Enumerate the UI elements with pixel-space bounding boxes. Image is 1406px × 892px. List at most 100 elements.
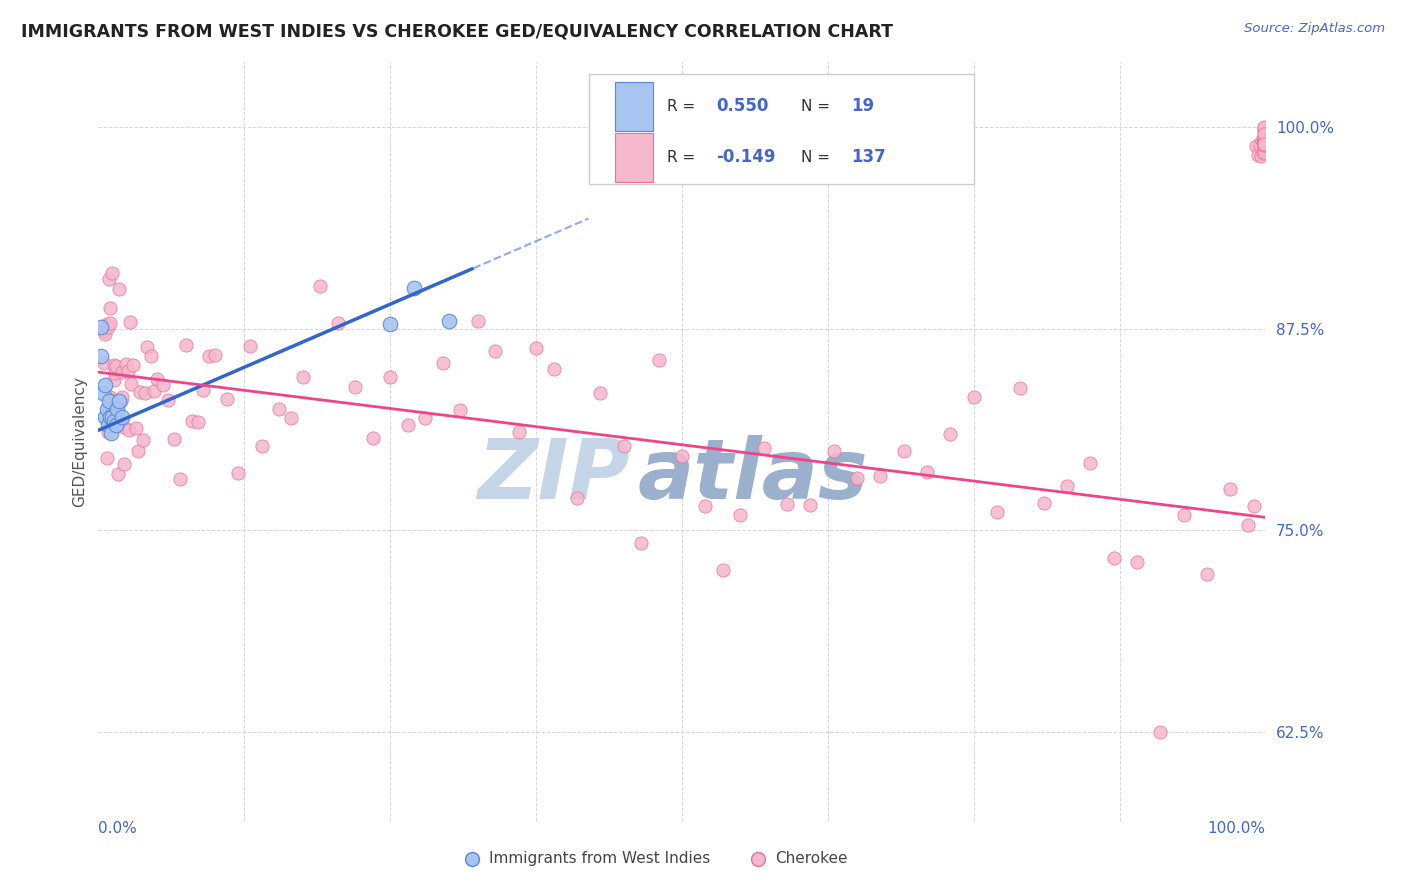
Text: ZIP: ZIP — [477, 435, 630, 516]
FancyBboxPatch shape — [616, 82, 652, 131]
Point — [1244, 139, 1267, 153]
Point — [129, 384, 152, 399]
Point — [120, 377, 142, 392]
Point — [239, 338, 262, 352]
Point — [169, 472, 191, 486]
Text: atlas: atlas — [637, 435, 868, 516]
Text: 100.0%: 100.0% — [1208, 821, 1265, 836]
Point — [630, 536, 652, 550]
Point — [98, 301, 121, 316]
Text: 137: 137 — [851, 148, 886, 167]
Point — [90, 320, 112, 334]
Point — [152, 378, 174, 392]
Point — [108, 282, 131, 296]
Point — [101, 410, 124, 425]
Point — [396, 418, 419, 433]
Point — [1253, 127, 1275, 141]
Point — [1253, 138, 1275, 153]
Point — [105, 399, 128, 413]
Point — [93, 324, 115, 338]
Point — [413, 411, 436, 425]
Point — [104, 366, 127, 380]
Point — [1056, 479, 1078, 493]
Point — [127, 443, 149, 458]
Point — [93, 356, 115, 370]
Point — [228, 466, 250, 480]
Text: IMMIGRANTS FROM WEST INDIES VS CHEROKEE GED/EQUIVALENCY CORRELATION CHART: IMMIGRANTS FROM WEST INDIES VS CHEROKEE … — [21, 22, 893, 40]
Point — [98, 390, 121, 404]
Point — [163, 432, 186, 446]
Point — [1126, 555, 1149, 569]
Point — [1253, 134, 1275, 148]
Point — [125, 421, 148, 435]
Point — [869, 469, 891, 483]
Point — [180, 414, 202, 428]
Point — [100, 393, 122, 408]
Point — [799, 498, 821, 512]
Point — [1247, 148, 1270, 162]
Text: -0.149: -0.149 — [716, 148, 775, 167]
Point — [105, 408, 128, 422]
Point — [1010, 381, 1032, 395]
Point — [1253, 134, 1275, 148]
Point — [1253, 121, 1275, 136]
Point — [215, 392, 238, 407]
Point — [107, 467, 129, 481]
Point — [1253, 137, 1275, 152]
Point — [115, 357, 138, 371]
Point — [1253, 135, 1275, 149]
Point — [94, 378, 117, 392]
Point — [1253, 137, 1275, 152]
Point — [117, 364, 139, 378]
Point — [108, 417, 131, 431]
Point — [1253, 136, 1275, 151]
Point — [1237, 517, 1260, 532]
Point — [98, 410, 121, 425]
Point — [1249, 138, 1271, 153]
Point — [1253, 145, 1275, 159]
Text: Source: ZipAtlas.com: Source: ZipAtlas.com — [1244, 22, 1385, 36]
Point — [589, 386, 612, 401]
Point — [90, 349, 112, 363]
Point — [100, 426, 122, 441]
Point — [752, 441, 775, 455]
Point — [432, 356, 454, 370]
Point — [174, 338, 197, 352]
Point — [1032, 496, 1054, 510]
Point — [97, 271, 120, 285]
Point — [100, 394, 122, 409]
Point — [112, 457, 135, 471]
Point — [1253, 135, 1275, 149]
Point — [97, 402, 120, 417]
Point — [96, 451, 118, 466]
Point — [94, 327, 117, 342]
Text: 0.0%: 0.0% — [98, 821, 138, 836]
Point — [449, 402, 471, 417]
Point — [695, 499, 717, 513]
Text: Immigrants from West Indies: Immigrants from West Indies — [489, 851, 710, 866]
Point — [134, 385, 156, 400]
Point — [122, 358, 145, 372]
Point — [326, 316, 349, 330]
Point — [1195, 566, 1218, 581]
Point — [1250, 149, 1272, 163]
Point — [91, 323, 114, 337]
Point — [915, 465, 938, 479]
Point — [1253, 134, 1275, 148]
Point — [136, 340, 159, 354]
Point — [103, 413, 125, 427]
Point — [94, 410, 117, 425]
Point — [613, 439, 636, 453]
Point — [1253, 120, 1275, 135]
Point — [111, 390, 134, 404]
Point — [132, 433, 155, 447]
Text: Cherokee: Cherokee — [775, 851, 848, 866]
Point — [1251, 145, 1274, 160]
Point — [524, 341, 547, 355]
Text: N =: N = — [801, 150, 835, 165]
Point — [111, 365, 134, 379]
Point — [198, 349, 221, 363]
Point — [543, 362, 565, 376]
Point — [1253, 120, 1275, 134]
FancyBboxPatch shape — [616, 133, 652, 182]
